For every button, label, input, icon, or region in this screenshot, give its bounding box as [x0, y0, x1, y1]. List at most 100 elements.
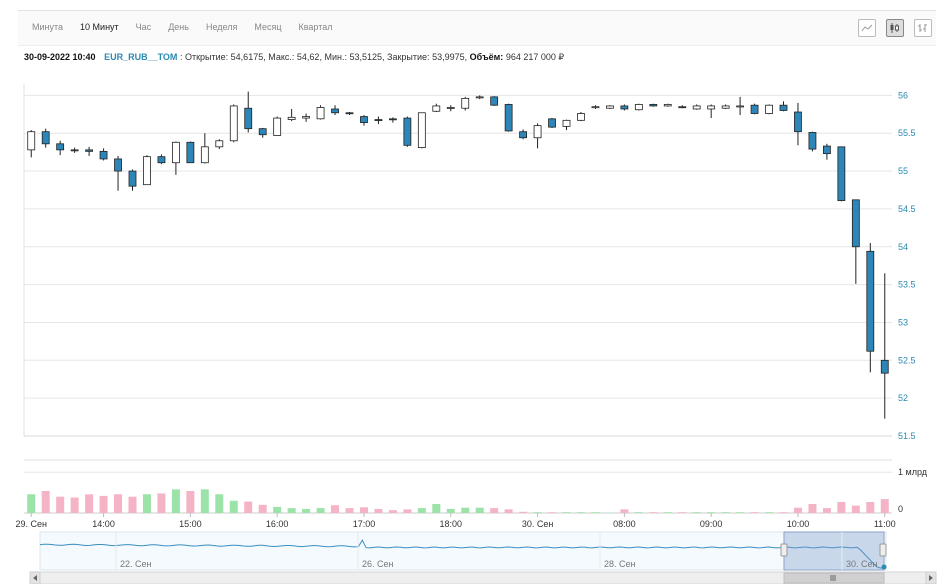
volume-bar[interactable]: [548, 512, 557, 513]
candle[interactable]: [200, 133, 209, 164]
candle[interactable]: [837, 146, 846, 202]
volume-bar[interactable]: [880, 499, 889, 513]
candle[interactable]: [880, 273, 889, 419]
volume-bar[interactable]: [99, 495, 108, 513]
volume-bar[interactable]: [229, 500, 238, 513]
volume-bar[interactable]: [519, 511, 528, 513]
candle[interactable]: [432, 103, 441, 113]
candle[interactable]: [143, 155, 151, 186]
info-ticker[interactable]: EUR_RUB__TOM: [104, 52, 178, 62]
volume-bar[interactable]: [576, 512, 585, 513]
candle[interactable]: [215, 139, 224, 150]
tab-hour[interactable]: Час: [135, 22, 152, 32]
volume-bar[interactable]: [736, 512, 745, 513]
candle[interactable]: [403, 116, 412, 147]
volume-bar[interactable]: [461, 507, 470, 513]
candle[interactable]: [823, 143, 831, 160]
navigator-left-handle[interactable]: [780, 543, 788, 557]
volume-bar[interactable]: [721, 512, 730, 513]
volume-bar[interactable]: [634, 512, 643, 513]
volume-bar[interactable]: [446, 508, 455, 513]
candle[interactable]: [606, 105, 614, 109]
candle[interactable]: [548, 118, 556, 128]
candle[interactable]: [157, 154, 166, 165]
volume-bar[interactable]: [171, 489, 180, 513]
volume-bar[interactable]: [808, 504, 817, 513]
tab-10-minutes[interactable]: 10 Минут: [80, 22, 119, 32]
volume-bar[interactable]: [663, 512, 672, 513]
volume-bar[interactable]: [866, 501, 875, 513]
volume-bar[interactable]: [403, 509, 412, 513]
candle[interactable]: [56, 140, 65, 156]
volume-bar[interactable]: [142, 494, 151, 513]
volume-bar[interactable]: [837, 501, 846, 513]
volume-bar[interactable]: [851, 505, 860, 513]
volume-bar[interactable]: [128, 496, 137, 513]
candle[interactable]: [229, 104, 238, 143]
candle[interactable]: [41, 128, 50, 148]
volume-bar[interactable]: [331, 505, 340, 513]
volume-bar[interactable]: [750, 512, 759, 513]
candle[interactable]: [692, 104, 701, 110]
candle[interactable]: [114, 155, 122, 191]
volume-bar[interactable]: [41, 490, 50, 513]
volume-bar[interactable]: [114, 494, 123, 513]
candle[interactable]: [866, 242, 875, 373]
volume-bar[interactable]: [345, 508, 354, 513]
candle[interactable]: [765, 104, 773, 115]
volume-bar[interactable]: [432, 504, 441, 513]
candle[interactable]: [85, 146, 93, 156]
tab-day[interactable]: День: [168, 22, 189, 32]
volume-bar[interactable]: [316, 508, 325, 513]
navigator-selection[interactable]: [783, 531, 885, 571]
candle[interactable]: [345, 112, 354, 116]
volume-bar[interactable]: [27, 494, 36, 513]
candle[interactable]: [331, 105, 339, 116]
candle[interactable]: [490, 96, 499, 106]
volume-bar[interactable]: [287, 508, 296, 513]
volume-bar[interactable]: [70, 497, 79, 513]
candle[interactable]: [663, 103, 672, 107]
tab-month[interactable]: Месяц: [254, 22, 282, 32]
candle[interactable]: [620, 104, 629, 111]
candle[interactable]: [360, 115, 368, 126]
candle[interactable]: [577, 112, 585, 122]
candle[interactable]: [649, 103, 658, 107]
volume-bar[interactable]: [56, 496, 65, 513]
candle[interactable]: [721, 104, 730, 109]
volume-bar[interactable]: [475, 507, 484, 513]
volume-bar[interactable]: [215, 494, 224, 513]
candle[interactable]: [779, 101, 788, 112]
candle[interactable]: [273, 116, 282, 136]
candle[interactable]: [808, 131, 817, 152]
navigator-right-handle[interactable]: [879, 543, 887, 557]
volume-bar[interactable]: [85, 494, 94, 513]
volume-bar[interactable]: [302, 508, 311, 513]
volume-bar[interactable]: [388, 510, 397, 513]
candle[interactable]: [750, 103, 759, 115]
candle[interactable]: [302, 113, 311, 122]
candle[interactable]: [736, 96, 744, 116]
tab-quarter[interactable]: Квартал: [298, 22, 333, 32]
candle[interactable]: [461, 96, 470, 111]
volume-bar[interactable]: [822, 508, 831, 513]
volume-bar[interactable]: [591, 512, 600, 513]
volume-bar[interactable]: [374, 508, 383, 513]
volume-bar[interactable]: [707, 512, 716, 513]
volume-bar[interactable]: [533, 512, 542, 513]
candle[interactable]: [244, 91, 253, 133]
volume-bar[interactable]: [244, 501, 253, 513]
candle[interactable]: [374, 116, 383, 125]
volume-bar[interactable]: [200, 489, 209, 513]
candlestick-chart-icon[interactable]: [886, 19, 904, 37]
candle[interactable]: [707, 104, 716, 119]
volume-bar[interactable]: [562, 512, 571, 513]
candle[interactable]: [634, 103, 643, 111]
volume-bar[interactable]: [793, 507, 802, 513]
candle[interactable]: [186, 141, 195, 164]
candle[interactable]: [591, 105, 600, 109]
volume-bar[interactable]: [359, 507, 368, 513]
candle[interactable]: [171, 141, 180, 175]
volume-bar[interactable]: [157, 493, 166, 513]
